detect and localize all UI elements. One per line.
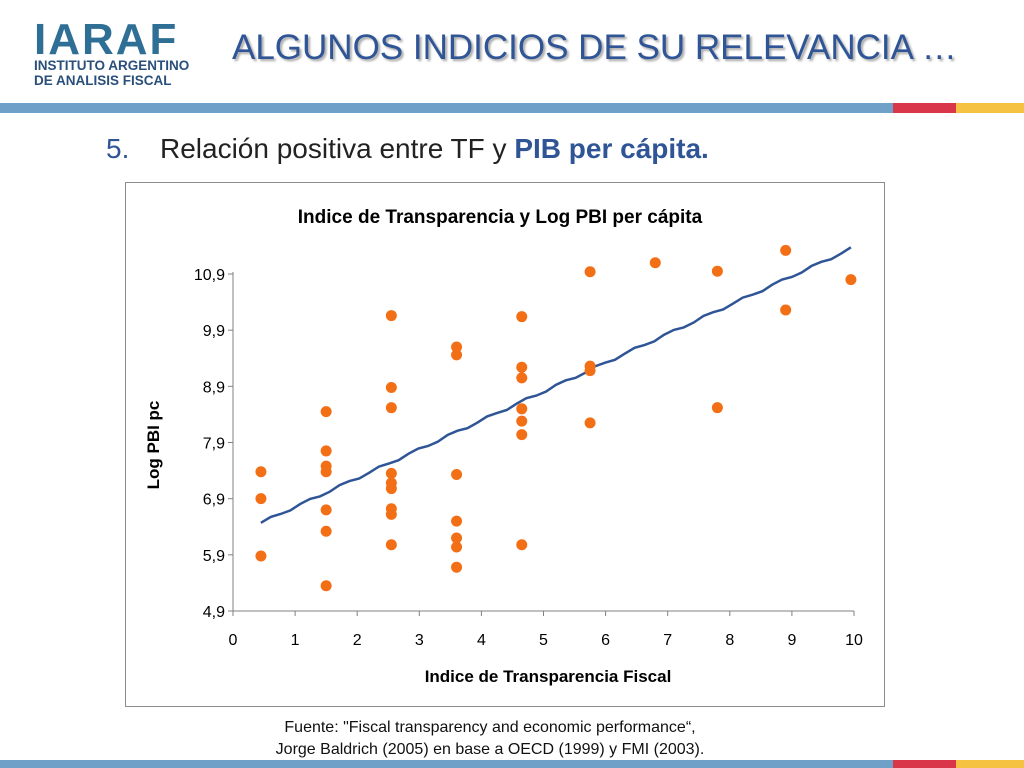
- trendline: [260, 246, 852, 524]
- data-point: [451, 561, 463, 573]
- data-point: [320, 525, 332, 537]
- data-point: [320, 466, 332, 478]
- data-point: [516, 403, 528, 415]
- y-tick-label: 8,9: [203, 379, 225, 396]
- x-tick-label: 3: [415, 632, 424, 649]
- logo-line-1: INSTITUTO ARGENTINO: [34, 58, 190, 73]
- data-point: [320, 445, 332, 457]
- data-point: [516, 539, 528, 551]
- bullet-point: 5. Relación positiva entre TF y PIB per c…: [106, 133, 709, 165]
- header-band-red: [893, 103, 956, 113]
- footer-band-red: [893, 760, 956, 768]
- footer-band-yellow: [956, 760, 1024, 768]
- logo-subtitle: INSTITUTO ARGENTINO DE ANALISIS FISCAL: [34, 58, 189, 88]
- x-tick-label: 6: [601, 632, 610, 649]
- data-point: [780, 304, 792, 316]
- data-point: [385, 310, 397, 322]
- data-point: [255, 493, 267, 505]
- data-point: [451, 541, 463, 553]
- data-point: [516, 415, 528, 427]
- trendline-layer: [260, 246, 852, 524]
- data-point: [451, 532, 463, 544]
- data-point: [516, 372, 528, 384]
- data-point: [780, 244, 792, 256]
- logo-line-2: DE ANALISIS FISCAL: [34, 73, 172, 88]
- data-point: [451, 515, 463, 527]
- x-tick-label: 5: [539, 632, 548, 649]
- data-point: [320, 504, 332, 516]
- chart-title: Indice de Transparencia y Log PBI per cá…: [298, 207, 703, 228]
- slide-title: ALGUNOS INDICIOS DE SU RELEVANCIA …: [232, 28, 957, 67]
- x-tick-label: 9: [787, 632, 796, 649]
- y-tick-label: 9,9: [203, 323, 225, 340]
- data-point: [385, 508, 397, 520]
- source-note: Fuente: "Fiscal transparency and economi…: [200, 717, 780, 761]
- y-tick-label: 5,9: [203, 548, 225, 565]
- data-point: [385, 402, 397, 414]
- data-point: [320, 406, 332, 418]
- chart-frame: Indice de Transparencia y Log PBI per cá…: [125, 182, 885, 707]
- data-point: [516, 361, 528, 373]
- x-tick-label: 4: [477, 632, 486, 649]
- data-point: [711, 265, 723, 277]
- bullet-highlight: PIB per cápita.: [514, 133, 709, 164]
- axes: 10,9 9,9 8,9 7,9 6,9 5,9 4,90 1 2 3 4 5 6 7 8 9 10: [194, 267, 863, 649]
- y-tick-label: 7,9: [203, 436, 225, 453]
- source-line-2: Jorge Baldrich (2005) en base a OECD (19…: [275, 741, 705, 758]
- y-tick-label: 4,9: [203, 604, 225, 621]
- data-point: [451, 469, 463, 481]
- data-point: [451, 349, 463, 361]
- data-point: [516, 429, 528, 441]
- bullet-number: 5.: [106, 133, 130, 164]
- y-tick-label: 10,9: [194, 267, 225, 284]
- data-point: [320, 580, 332, 592]
- data-point: [385, 467, 397, 479]
- data-point: [385, 381, 397, 393]
- y-tick-label: 6,9: [203, 492, 225, 509]
- data-point: [711, 402, 723, 414]
- data-point: [584, 417, 596, 429]
- x-axis-label: Indice de Transparencia Fiscal: [425, 667, 672, 686]
- x-tick-label: 7: [663, 632, 672, 649]
- data-point: [584, 365, 596, 377]
- data-point: [255, 550, 267, 562]
- logo-mark: IARAF: [34, 15, 179, 64]
- data-point: [385, 539, 397, 551]
- data-point: [385, 483, 397, 495]
- data-point: [649, 257, 661, 269]
- x-tick-label: 8: [725, 632, 734, 649]
- data-point: [255, 466, 267, 478]
- header-band-blue: [0, 103, 893, 113]
- data-point: [516, 311, 528, 323]
- y-axis-label: Log PBI pc: [144, 401, 163, 490]
- data-point: [451, 341, 463, 353]
- source-line-1: Fuente: "Fiscal transparency and economi…: [284, 719, 696, 736]
- x-tick-label: 2: [353, 632, 362, 649]
- header-band-yellow: [956, 103, 1024, 113]
- scatter-chart: Indice de Transparencia y Log PBI per cá…: [144, 207, 863, 686]
- bullet-text: Relación positiva entre TF y: [160, 133, 515, 164]
- data-point: [584, 266, 596, 278]
- x-tick-label: 10: [845, 632, 863, 649]
- x-tick-label: 1: [291, 632, 300, 649]
- footer-band-blue: [0, 760, 893, 768]
- data-point: [845, 274, 857, 286]
- x-tick-label: 0: [229, 632, 238, 649]
- data-points: [255, 244, 857, 592]
- iaraf-logo: IARAF INSTITUTO ARGENTINO DE ANALISIS FI…: [32, 18, 202, 98]
